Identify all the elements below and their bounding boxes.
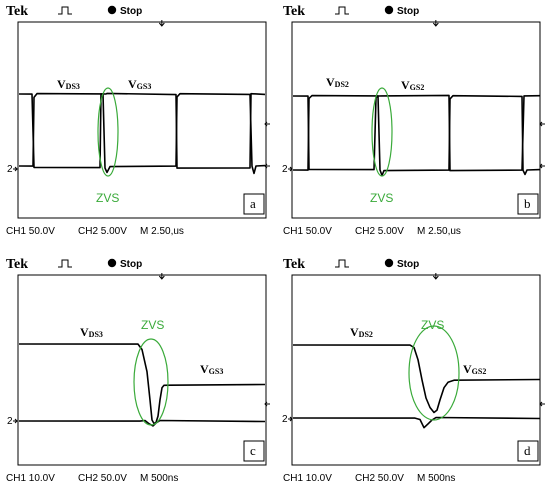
trigger-level-marker-icon — [539, 163, 545, 169]
vgs-label: VGS2 — [463, 362, 486, 376]
trigger-position-icon — [158, 273, 165, 280]
vds3-trace — [18, 343, 266, 425]
trigger-position-icon — [432, 273, 439, 280]
trigger-position-icon — [158, 20, 165, 27]
ch2-ground-marker: 2 — [282, 414, 288, 425]
panel-letter-box — [517, 193, 539, 215]
vds-label: VDS3 — [57, 77, 80, 91]
vds2-trace — [292, 94, 541, 172]
zvs-highlight-ellipse — [408, 325, 460, 421]
scope-panel-d: Tek Stop CH1 10.0V CH2 50.0V M 500ns d VDS2 VGS… — [282, 257, 541, 484]
vgs-label: VGS3 — [200, 362, 223, 376]
ch1-setting: CH1 50.0V — [283, 226, 332, 237]
vgs3-trace — [18, 419, 266, 427]
graticule-frame — [291, 274, 541, 466]
zvs-label: ZVS — [96, 191, 119, 205]
ch2-ground-marker: 2 — [282, 164, 288, 175]
vds-label: VDS2 — [326, 75, 349, 89]
zvs-label: ZVS — [421, 318, 444, 332]
ch2-setting: CH2 5.00V — [355, 226, 404, 237]
vds3-trace — [18, 92, 266, 169]
trigger-level-marker-icon — [264, 401, 270, 407]
timebase-setting: M 2.50,us — [417, 226, 461, 237]
stop-indicator-icon — [107, 258, 117, 268]
panel-letter: b — [524, 196, 531, 211]
panel-letter: d — [524, 443, 531, 458]
zvs-label: ZVS — [141, 318, 164, 332]
ground-arrow-icon — [13, 166, 18, 172]
graticule-frame — [17, 274, 267, 466]
panel-letter: a — [250, 196, 256, 211]
trigger-level-marker-icon — [264, 121, 270, 127]
panel-letter-box — [243, 193, 265, 215]
brand-label: Tek — [283, 4, 305, 19]
trigger-pulse-icon — [58, 6, 72, 15]
scope-panel-b: Tek Stop CH1 50.0V CH2 5.00V M 2.50,us b VDS2 V… — [282, 4, 541, 237]
status-label: Stop — [397, 259, 419, 270]
brand-label: Tek — [6, 4, 28, 19]
trigger-level-marker-icon — [539, 121, 545, 127]
panel-letter-box — [517, 440, 539, 462]
zvs-highlight-ellipse — [97, 87, 119, 177]
stop-indicator-icon — [384, 258, 394, 268]
trigger-position-icon — [432, 20, 439, 27]
ch2-ground-marker: 2 — [7, 164, 13, 175]
timebase-setting: M 2.50,us — [140, 226, 184, 237]
ch1-setting: CH1 50.0V — [6, 226, 55, 237]
vgs3-trace — [18, 92, 266, 175]
panel-letter-box — [243, 440, 265, 462]
ch1-setting: CH1 10.0V — [6, 473, 55, 484]
trigger-pulse-icon — [335, 259, 349, 268]
ch2-setting: CH2 50.0V — [78, 473, 127, 484]
trigger-level-marker-icon — [264, 163, 270, 169]
ground-arrow-icon — [13, 418, 18, 424]
zvs-highlight-ellipse — [371, 87, 393, 177]
ch2-setting: CH2 50.0V — [355, 473, 404, 484]
status-label: Stop — [120, 259, 142, 270]
vgs2-trace — [292, 94, 541, 177]
panel-letter: c — [250, 443, 256, 458]
vgs2-trace — [292, 416, 541, 429]
vds-label: VDS3 — [80, 325, 103, 339]
status-label: Stop — [120, 6, 142, 17]
ground-arrow-icon — [288, 166, 293, 172]
status-label: Stop — [397, 6, 419, 17]
trigger-pulse-icon — [335, 6, 349, 15]
stop-indicator-icon — [107, 5, 117, 15]
timebase-setting: M 500ns — [417, 473, 455, 484]
vds2-trace — [292, 344, 541, 414]
graticule-frame — [17, 21, 267, 219]
ch2-setting: CH2 5.00V — [78, 226, 127, 237]
zvs-label: ZVS — [370, 191, 393, 205]
brand-label: Tek — [283, 257, 305, 272]
scope-panel-c: Tek Stop CH1 10.0V CH2 50.0V M 500ns c VDS3 VGS… — [6, 257, 267, 484]
graticule-frame — [291, 21, 541, 219]
ch1-setting: CH1 10.0V — [283, 473, 332, 484]
trigger-pulse-icon — [58, 259, 72, 268]
timebase-setting: M 500ns — [140, 473, 178, 484]
trigger-level-marker-icon — [539, 401, 545, 407]
vgs-label: VGS2 — [401, 78, 424, 92]
zvs-highlight-ellipse — [133, 338, 169, 426]
vgs-label: VGS3 — [128, 77, 151, 91]
vds-label: VDS2 — [350, 325, 373, 339]
ch2-ground-marker: 2 — [7, 416, 13, 427]
brand-label: Tek — [6, 257, 28, 272]
stop-indicator-icon — [384, 5, 394, 15]
scope-panel-a: Tek Stop CH1 50.0V CH2 5.00V M 2.50,us a VDS3 V… — [6, 4, 267, 237]
ground-arrow-icon — [288, 416, 293, 422]
